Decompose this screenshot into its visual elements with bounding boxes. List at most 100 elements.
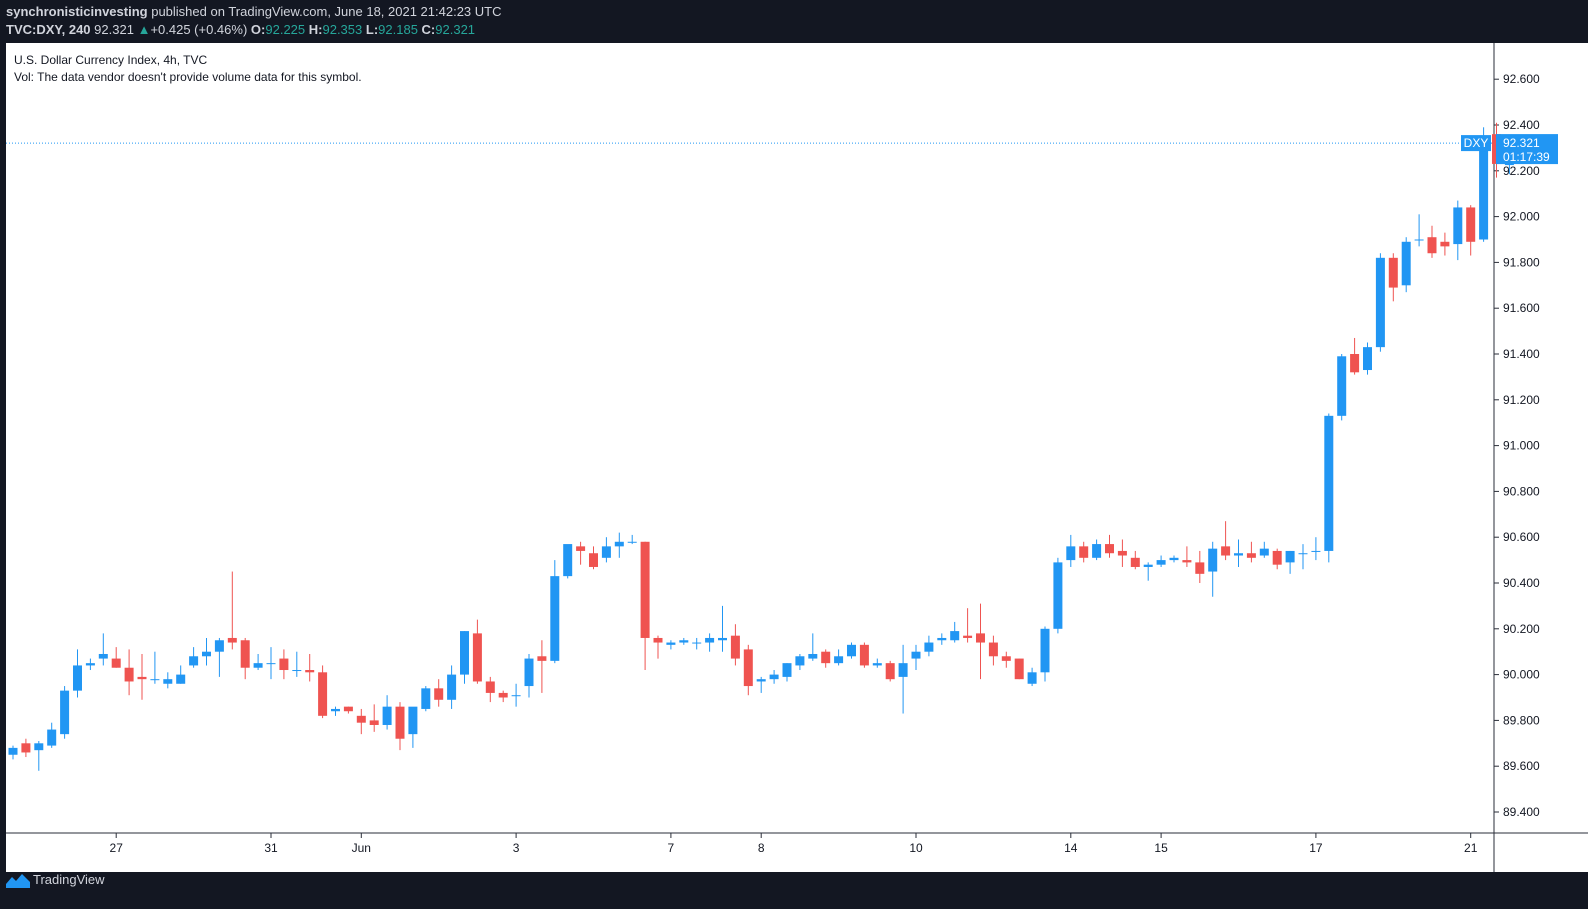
ohlc-header: TVC:DXY, 240 92.321 ▲+0.425 (+0.46%) O:9… xyxy=(6,22,475,37)
tradingview-brand[interactable]: TradingView xyxy=(33,872,105,887)
candle-body xyxy=(21,743,31,753)
open-value: 92.225 xyxy=(265,22,306,37)
symbol-label-box xyxy=(1461,135,1491,152)
candle-body xyxy=(356,715,366,723)
candle-body xyxy=(1040,628,1050,673)
time-tick-label: 10 xyxy=(909,841,923,855)
price-label-countdown: 01:17:39 xyxy=(1503,150,1550,164)
candle-body xyxy=(666,642,676,645)
high-value: 92.353 xyxy=(322,22,363,37)
candle-body xyxy=(898,663,908,677)
candle-body xyxy=(950,631,960,641)
candle-body xyxy=(1414,239,1424,241)
candle-body xyxy=(1156,560,1166,565)
candle-body xyxy=(266,663,276,665)
price-change: +0.425 (+0.46%) xyxy=(150,22,248,37)
candle-body xyxy=(1027,672,1037,684)
price-tick-label: 90.600 xyxy=(1503,530,1540,544)
candle-body xyxy=(640,541,650,638)
candle-body xyxy=(434,688,444,700)
author-name[interactable]: synchronisticinvesting xyxy=(6,4,148,19)
candle-body xyxy=(1117,550,1127,556)
candle-body xyxy=(821,651,831,664)
candle-body xyxy=(1169,557,1179,561)
candle-body xyxy=(279,658,289,671)
candle-body xyxy=(498,692,508,698)
candlestick-chart[interactable]: 89.400 89.600 89.800 90.000 90.200 90.400 90.6… xyxy=(6,43,1588,872)
symbol-label: TVC:DXY, 240 xyxy=(6,22,91,37)
candle-body xyxy=(1195,562,1205,574)
candle-body xyxy=(1337,356,1347,416)
candle-body xyxy=(85,663,95,666)
candle-body xyxy=(743,649,753,687)
publish-header: synchronisticinvesting published on Trad… xyxy=(6,4,502,19)
candle-body xyxy=(214,640,224,652)
candle-body xyxy=(988,642,998,657)
time-tick-label: Jun xyxy=(352,841,371,855)
price-tick-label: 90.000 xyxy=(1503,668,1540,682)
candle-body xyxy=(756,679,766,682)
candle-body xyxy=(305,670,315,673)
candle-body xyxy=(318,672,328,716)
candle-body xyxy=(485,681,495,693)
time-tick-label: 31 xyxy=(264,841,278,855)
symbol-label-text: DXY xyxy=(1464,136,1489,150)
candle-body xyxy=(976,633,985,643)
candle-body xyxy=(627,541,637,543)
candle-body xyxy=(331,708,340,712)
candle-body xyxy=(614,541,624,547)
candle-body xyxy=(1105,544,1114,554)
candle-body xyxy=(1259,548,1269,556)
candle-body xyxy=(1388,257,1398,288)
time-tick-label: 21 xyxy=(1464,841,1478,855)
low-label: L: xyxy=(365,22,379,37)
candle-body xyxy=(924,642,934,652)
open-label: O: xyxy=(250,22,266,37)
candle-body xyxy=(189,656,199,666)
candle-body xyxy=(253,663,263,668)
candle-body xyxy=(911,651,921,659)
time-tick-label: 27 xyxy=(110,841,124,855)
time-tick-label: 8 xyxy=(758,841,765,855)
candle-body xyxy=(73,665,82,691)
price-tick-label: 91.800 xyxy=(1503,255,1540,269)
candle-body xyxy=(1363,347,1372,371)
candle-body xyxy=(1466,207,1476,242)
candle-body xyxy=(124,667,134,682)
tradingview-logo-icon[interactable] xyxy=(6,872,30,888)
candle-body xyxy=(769,674,779,680)
candle-body xyxy=(1208,548,1218,572)
candle-body xyxy=(1375,257,1385,348)
candle-body xyxy=(1066,546,1076,561)
candle-body xyxy=(872,663,882,666)
price-tick-label: 92.200 xyxy=(1503,164,1540,178)
candle-body xyxy=(1182,560,1192,563)
candle-body xyxy=(1246,553,1256,558)
price-tick-label: 89.600 xyxy=(1503,759,1540,773)
close-value: 92.321 xyxy=(435,22,476,37)
high-label: H: xyxy=(308,22,323,37)
candle-body xyxy=(408,706,418,735)
candle-body xyxy=(382,706,392,725)
candle-body xyxy=(1221,546,1231,556)
candle-body xyxy=(1143,564,1153,567)
candle-body xyxy=(963,635,973,638)
close-label: C: xyxy=(421,22,436,37)
candle-body xyxy=(1079,546,1089,558)
candle-body xyxy=(240,640,250,668)
candle-body xyxy=(808,653,818,659)
price-tick-label: 90.800 xyxy=(1503,484,1540,498)
time-tick-label: 7 xyxy=(668,841,675,855)
candle-body xyxy=(859,644,869,666)
last-price: 92.321 xyxy=(94,22,134,37)
candle-body xyxy=(111,658,121,668)
candle-body xyxy=(137,676,147,680)
candle-body xyxy=(718,637,727,641)
candle-body xyxy=(563,544,573,577)
candle-body xyxy=(8,747,18,755)
price-tick-label: 89.400 xyxy=(1503,805,1540,819)
chart-area[interactable]: 89.400 89.600 89.800 90.000 90.200 90.400 90.6… xyxy=(6,43,1588,872)
price-tick-label: 92.400 xyxy=(1503,118,1540,132)
candle-body xyxy=(1479,136,1489,240)
time-tick-label: 14 xyxy=(1064,841,1078,855)
